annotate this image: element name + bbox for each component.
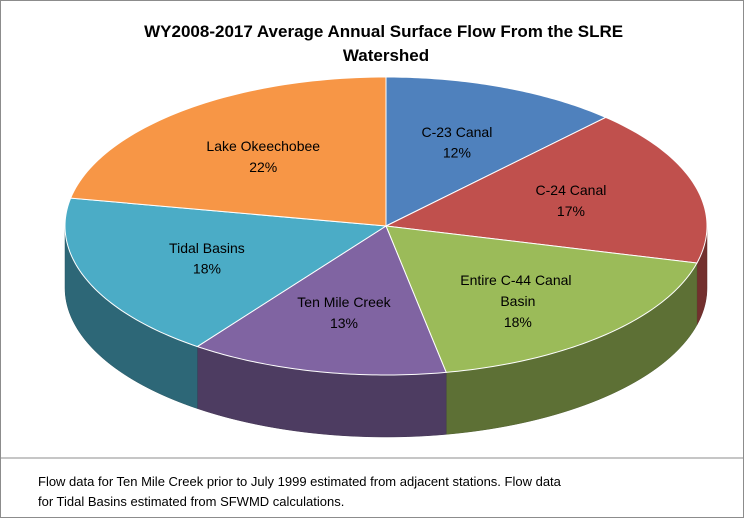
slice [64,197,388,348]
value-label: 13% [330,315,358,331]
chart-title: WY2008-2017 Average Annual Surface Flow … [144,22,628,65]
slice-label: Lake Okeechobee [206,138,320,154]
slice [385,76,607,227]
value-label: 22% [249,159,277,175]
slice [69,76,387,227]
slice [384,116,708,264]
slice-label: Entire C-44 Canal Basin [460,272,575,309]
slice-label: Ten Mile Creek [297,294,391,310]
slice-label: Tidal Basins [169,240,245,256]
slice-label: C-24 Canal [536,182,607,198]
slice-label: C-23 Canal [421,124,492,140]
value-label: 17% [557,203,585,219]
value-label: 18% [193,261,221,277]
footnote: Flow data for Ten Mile Creek prior to Ju… [38,474,565,509]
value-label: 18% [504,314,532,330]
slice [385,225,698,373]
value-label: 12% [443,145,471,161]
slice [196,225,447,376]
